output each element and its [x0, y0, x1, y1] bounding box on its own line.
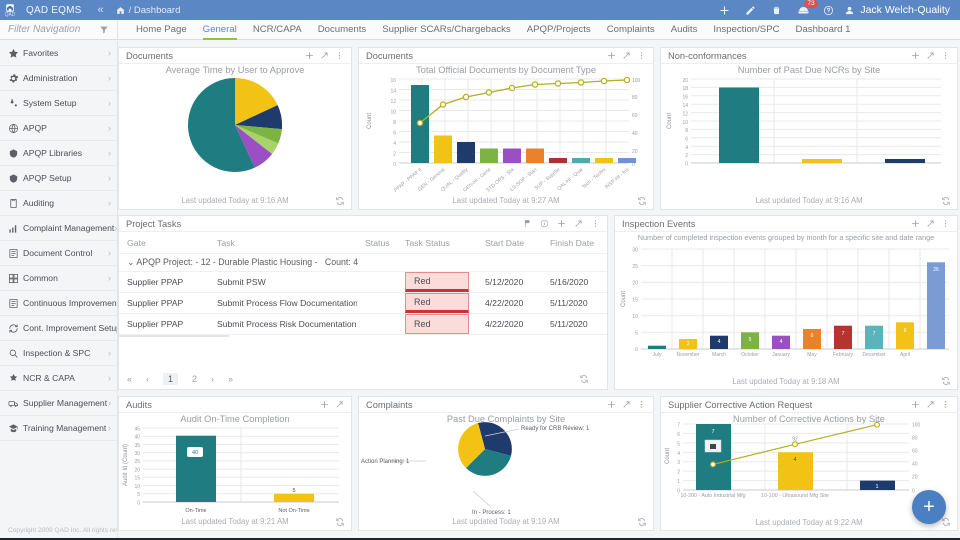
svg-text:30: 30	[632, 248, 638, 254]
svg-text:100: 100	[632, 78, 641, 84]
svg-text:100: 100	[873, 421, 882, 424]
svg-text:20: 20	[912, 475, 918, 481]
svg-text:July: July	[653, 352, 662, 358]
svg-text:4: 4	[780, 339, 783, 345]
svg-text:2: 2	[393, 152, 396, 158]
svg-text:80: 80	[632, 95, 638, 101]
svg-text:Ready for CRB Review: 1: Ready for CRB Review: 1	[521, 426, 590, 432]
svg-text:0: 0	[685, 162, 688, 168]
svg-text:November: November	[676, 352, 699, 358]
svg-text:18: 18	[682, 86, 688, 92]
svg-text:25: 25	[632, 264, 638, 270]
svg-text:2: 2	[685, 153, 688, 159]
svg-text:45: 45	[134, 427, 140, 433]
svg-text:7: 7	[842, 331, 845, 337]
svg-text:0: 0	[912, 489, 915, 495]
svg-text:Action Planning: 1: Action Planning: 1	[361, 459, 410, 465]
svg-text:60: 60	[912, 449, 918, 455]
svg-text:10-200 - Auto Industrial Mfg: 10-200 - Auto Industrial Mfg	[680, 493, 745, 499]
svg-text:In - Process: 1: In - Process: 1	[472, 510, 511, 516]
svg-text:Count: Count	[665, 448, 671, 464]
svg-text:Tech - Techni: Tech - Techni	[581, 167, 607, 190]
svg-text:35: 35	[134, 443, 140, 449]
svg-text:1: 1	[677, 479, 680, 485]
svg-text:4: 4	[677, 451, 680, 457]
svg-text:92: 92	[792, 437, 798, 443]
svg-text:8: 8	[685, 128, 688, 134]
svg-text:Count: Count	[621, 291, 627, 307]
svg-text:3: 3	[687, 341, 690, 347]
svg-text:4: 4	[393, 141, 396, 147]
svg-text:10: 10	[390, 110, 396, 116]
svg-text:30: 30	[134, 451, 140, 457]
svg-text:Count: Count	[667, 113, 673, 129]
svg-text:February: February	[833, 352, 854, 358]
svg-text:25: 25	[134, 459, 140, 465]
svg-text:12: 12	[682, 112, 688, 118]
svg-text:20: 20	[632, 149, 638, 155]
svg-text:7: 7	[711, 429, 714, 435]
svg-text:5: 5	[635, 331, 638, 337]
svg-text:16: 16	[682, 95, 688, 101]
svg-text:10: 10	[682, 120, 688, 126]
svg-text:20: 20	[632, 281, 638, 287]
svg-text:40: 40	[632, 131, 638, 137]
svg-text:October: October	[741, 352, 759, 358]
svg-text:16: 16	[390, 78, 396, 84]
svg-text:5: 5	[137, 492, 140, 498]
svg-text:0: 0	[635, 347, 638, 353]
svg-text:40: 40	[134, 435, 140, 441]
svg-text:10: 10	[134, 484, 140, 490]
svg-text:3: 3	[677, 460, 680, 466]
svg-text:5: 5	[677, 442, 680, 448]
svg-text:0: 0	[393, 162, 396, 168]
svg-text:20: 20	[682, 78, 688, 84]
svg-text:15: 15	[134, 476, 140, 482]
svg-text:1: 1	[875, 484, 878, 490]
svg-text:10-100 - Ultrasound Mfg Site: 10-100 - Ultrasound Mfg Site	[761, 493, 829, 499]
svg-text:7: 7	[873, 331, 876, 337]
svg-text:80: 80	[912, 436, 918, 442]
svg-text:6: 6	[685, 137, 688, 143]
svg-text:12: 12	[390, 99, 396, 105]
svg-text:8: 8	[904, 328, 907, 334]
svg-text:15: 15	[632, 298, 638, 304]
svg-text:14: 14	[390, 89, 396, 95]
svg-text:40: 40	[912, 462, 918, 468]
svg-text:6: 6	[677, 432, 680, 438]
svg-text:8: 8	[393, 120, 396, 126]
svg-text:2: 2	[677, 470, 680, 476]
svg-text:14: 14	[682, 103, 688, 109]
svg-text:April: April	[900, 352, 910, 358]
svg-text:60: 60	[632, 113, 638, 119]
svg-text:0: 0	[137, 501, 140, 507]
svg-text:January: January	[772, 352, 790, 358]
svg-text:6: 6	[393, 131, 396, 137]
svg-text:Count: Count	[367, 113, 373, 129]
svg-text:40: 40	[192, 450, 198, 456]
svg-text:Not On-Time: Not On-Time	[278, 508, 309, 514]
svg-text:26: 26	[933, 267, 939, 273]
svg-text:5: 5	[292, 488, 295, 494]
svg-text:On-Time: On-Time	[185, 508, 206, 514]
svg-text:100: 100	[912, 423, 921, 429]
svg-text:December: December	[862, 352, 885, 358]
svg-text:6: 6	[811, 333, 814, 339]
svg-text:INSP-HI - Ins: INSP-HI - Ins	[604, 167, 631, 191]
svg-text:5: 5	[749, 337, 752, 343]
svg-text:4: 4	[685, 145, 688, 151]
svg-text:May: May	[807, 352, 817, 358]
svg-text:4: 4	[718, 339, 721, 345]
svg-text:20: 20	[134, 467, 140, 473]
svg-text:10: 10	[632, 314, 638, 320]
svg-text:March: March	[712, 352, 726, 358]
svg-text:4: 4	[793, 457, 796, 463]
svg-text:7: 7	[677, 423, 680, 429]
svg-text:Audit Id (Count): Audit Id (Count)	[123, 444, 129, 486]
